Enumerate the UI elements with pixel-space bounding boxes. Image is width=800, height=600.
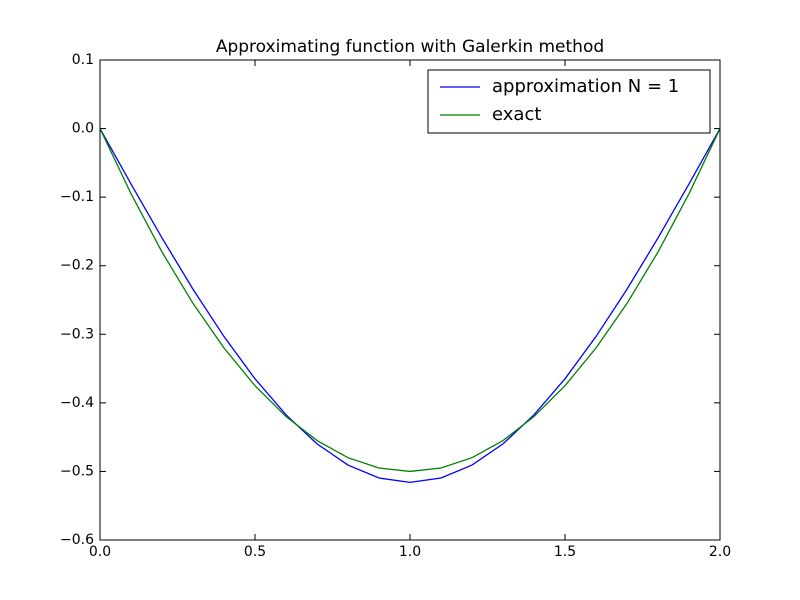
y-tick-label: −0.6 — [60, 532, 94, 548]
y-tick-label: −0.5 — [60, 463, 94, 479]
y-tick-label: 0.0 — [72, 121, 94, 137]
y-tick-label: −0.3 — [60, 326, 94, 342]
legend-label: approximation N = 1 — [492, 76, 679, 97]
y-tick-label: 0.1 — [72, 52, 94, 68]
y-tick-label: −0.1 — [60, 189, 94, 205]
y-tick-label: −0.2 — [60, 258, 94, 274]
y-tick-label: −0.4 — [60, 395, 94, 411]
x-tick-label: 2.0 — [709, 544, 731, 560]
x-tick-label: 0.0 — [89, 544, 111, 560]
series-line — [99, 128, 721, 473]
x-tick-label: 0.5 — [244, 544, 266, 560]
chart-title: Approximating function with Galerkin met… — [216, 37, 604, 57]
legend-label: exact — [492, 104, 541, 125]
x-tick-label: 1.5 — [554, 544, 576, 560]
legend-box — [427, 69, 711, 134]
series-line — [99, 128, 721, 484]
plot-frame — [99, 59, 721, 541]
x-tick-label: 1.0 — [399, 544, 421, 560]
